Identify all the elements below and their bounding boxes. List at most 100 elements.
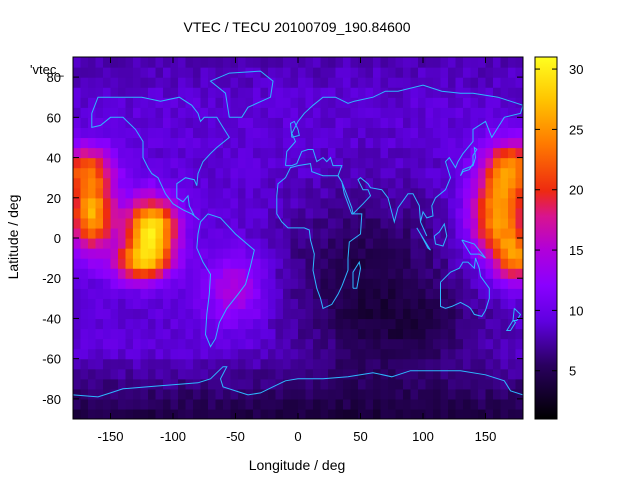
heatmap-cell [73, 167, 82, 179]
heatmap-cell [380, 338, 389, 350]
heatmap-cell [410, 308, 419, 320]
heatmap-cell [88, 177, 97, 189]
heatmap-cell [260, 137, 269, 149]
heatmap-cell [80, 378, 89, 390]
heatmap-cell [73, 288, 82, 299]
heatmap-cell [433, 137, 442, 149]
heatmap-cell [148, 107, 157, 118]
heatmap-cell [470, 197, 479, 209]
heatmap-cell [103, 77, 112, 88]
heatmap-cell [148, 278, 157, 289]
heatmap-cell [253, 67, 262, 78]
heatmap-cell [500, 318, 509, 330]
heatmap-cell [463, 318, 472, 330]
heatmap-cell [200, 107, 209, 118]
heatmap-cell [208, 177, 217, 189]
heatmap-cell [103, 217, 112, 229]
heatmap-cell [425, 137, 434, 149]
heatmap-cell [388, 278, 397, 289]
heatmap-cell [515, 338, 523, 350]
heatmap-cell [155, 358, 164, 370]
heatmap-cell [425, 197, 434, 209]
heatmap-cell [230, 217, 239, 229]
heatmap-cell [238, 248, 247, 259]
heatmap-cell [230, 328, 239, 340]
heatmap-cell [470, 308, 479, 320]
heatmap-cell [493, 328, 502, 340]
heatmap-cell [245, 147, 254, 159]
heatmap-cell [103, 368, 112, 380]
heatmap-cell [95, 308, 104, 320]
heatmap-cell [155, 227, 164, 239]
heatmap-cell [313, 127, 322, 139]
heatmap-cell [320, 127, 329, 139]
heatmap-cell [140, 147, 149, 159]
heatmap-cell [485, 67, 494, 78]
heatmap-cell [478, 207, 487, 219]
heatmap-cell [298, 77, 307, 88]
heatmap-cell [448, 328, 457, 340]
heatmap-cell [425, 217, 434, 229]
heatmap-cell [470, 77, 479, 88]
heatmap-cell [403, 67, 412, 78]
heatmap-cell [118, 187, 127, 199]
heatmap-cell [440, 227, 449, 239]
heatmap-cell [440, 248, 449, 259]
heatmap-cell [275, 248, 284, 259]
heatmap-cell [230, 207, 239, 219]
heatmap-cell [463, 117, 472, 128]
heatmap-cell [290, 57, 299, 68]
heatmap-cell [463, 338, 472, 350]
heatmap-cell [508, 288, 517, 299]
heatmap-cell [343, 207, 352, 219]
heatmap-cell [478, 298, 487, 309]
heatmap-cell [298, 117, 307, 128]
heatmap-cell [350, 97, 359, 108]
heatmap-cell [170, 368, 179, 380]
heatmap-cell [463, 207, 472, 219]
heatmap-cell [185, 238, 194, 249]
x-axis-ticks: -150 -100 -50 0 50 100 150 [97, 57, 496, 444]
y-tick-label: 80 [47, 70, 61, 85]
heatmap-cell [163, 67, 172, 78]
heatmap-cell [388, 338, 397, 350]
heatmap-cell [305, 57, 314, 68]
heatmap-cell [500, 197, 509, 209]
heatmap-cell [155, 388, 164, 400]
heatmap-cell [185, 157, 194, 169]
heatmap-cell [253, 137, 262, 149]
heatmap-cell [305, 278, 314, 289]
heatmap-cell [238, 398, 247, 410]
heatmap-cell [515, 147, 523, 159]
heatmap-cell [155, 278, 164, 289]
heatmap-cell [328, 308, 337, 320]
heatmap-cell [328, 338, 337, 350]
heatmap-cell [335, 137, 344, 149]
heatmap-cell [268, 67, 277, 78]
heatmap-cell [290, 248, 299, 259]
heatmap-cell [290, 207, 299, 219]
heatmap-cell [193, 288, 202, 299]
heatmap-cell [163, 318, 172, 330]
coastline [91, 96, 230, 221]
heatmap-cell [395, 408, 404, 419]
heatmap-cell [73, 358, 82, 370]
heatmap-cell [410, 97, 419, 108]
heatmap-cell [125, 398, 134, 410]
heatmap-cell [313, 207, 322, 219]
heatmap-cell [350, 227, 359, 239]
heatmap-cell [515, 107, 523, 118]
heatmap-cell [223, 298, 232, 309]
heatmap-cell [410, 328, 419, 340]
heatmap-cell [140, 268, 149, 279]
heatmap-cell [410, 107, 419, 118]
heatmap-cell [388, 358, 397, 370]
heatmap-cell [133, 328, 142, 340]
heatmap-cell [155, 408, 164, 419]
heatmap-cell [73, 77, 82, 88]
heatmap-cell [110, 308, 119, 320]
heatmap-cell [493, 358, 502, 370]
heatmap-cell [433, 87, 442, 98]
heatmap-cell [110, 167, 119, 179]
heatmap-cell [245, 378, 254, 390]
